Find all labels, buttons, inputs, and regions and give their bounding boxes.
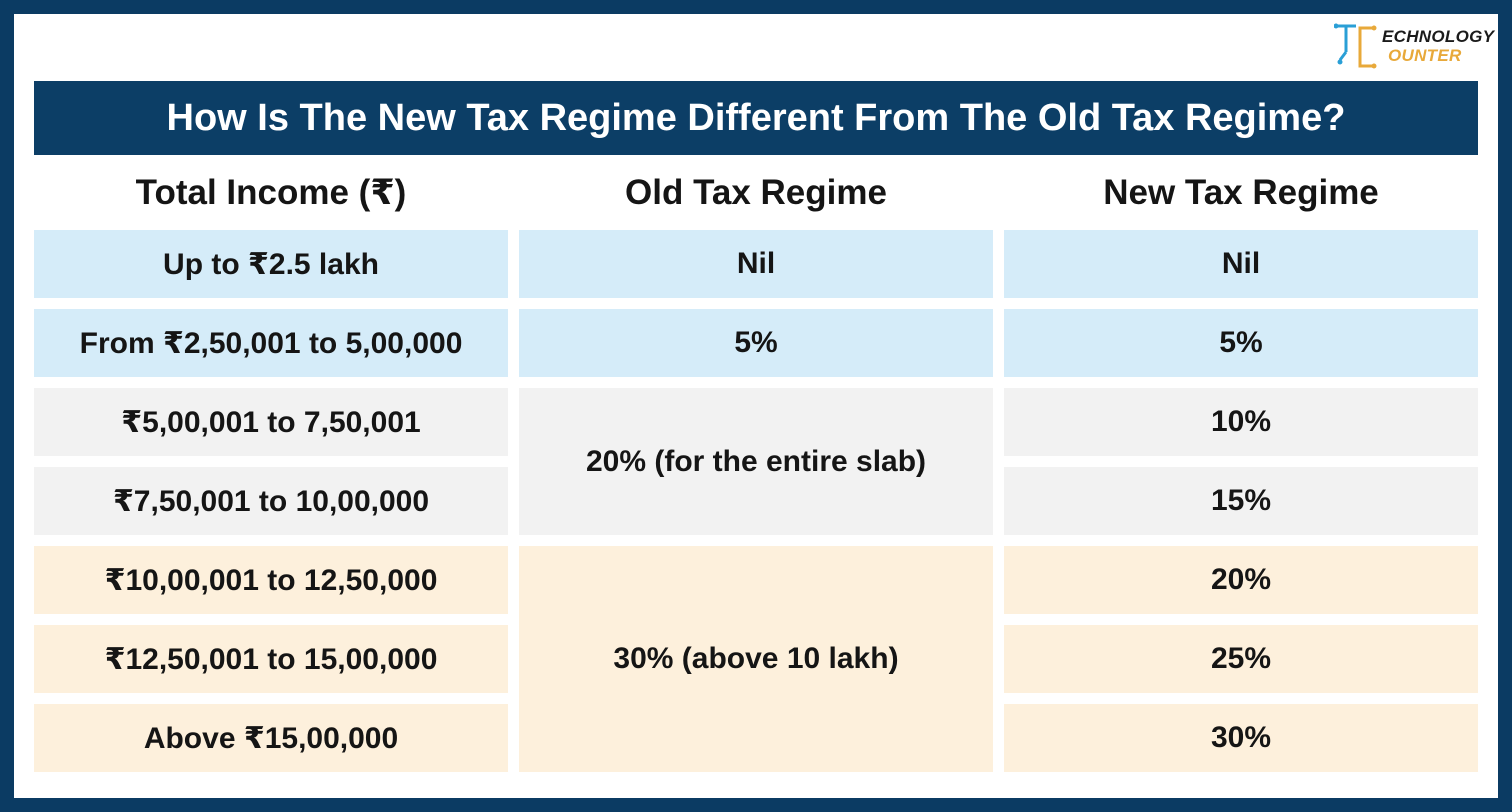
logo-text-line-2: OUNTER xyxy=(1388,46,1462,65)
header-new-tax-regime: New Tax Regime xyxy=(1103,173,1379,212)
income-cell: ₹7,50,001 to 10,00,000 xyxy=(34,467,508,535)
income-cell: Above ₹15,00,000 xyxy=(34,704,508,772)
page-title: How Is The New Tax Regime Different From… xyxy=(34,81,1478,155)
income-cell: Up to ₹2.5 lakh xyxy=(34,230,508,298)
header-total-income: Total Income (₹) xyxy=(135,173,407,212)
income-cell: From ₹2,50,001 to 5,00,000 xyxy=(34,309,508,377)
new-regime-cell: 25% xyxy=(1004,625,1478,693)
old-regime-cell: 5% xyxy=(519,309,993,377)
new-regime-cell: 15% xyxy=(1004,467,1478,535)
income-cell: ₹5,00,001 to 7,50,001 xyxy=(34,388,508,456)
new-regime-cell: 10% xyxy=(1004,388,1478,456)
brand-logo: ECHNOLOGY OUNTER xyxy=(1334,22,1494,72)
old-regime-cell: 20% (for the entire slab) xyxy=(519,388,993,535)
new-regime-cell: 5% xyxy=(1004,309,1478,377)
old-regime-cell: Nil xyxy=(519,230,993,298)
logo-text-line-1: ECHNOLOGY xyxy=(1382,27,1495,46)
new-regime-cell: Nil xyxy=(1004,230,1478,298)
income-cell: ₹12,50,001 to 15,00,000 xyxy=(34,625,508,693)
income-cell: ₹10,00,001 to 12,50,000 xyxy=(34,546,508,614)
new-regime-cell: 30% xyxy=(1004,704,1478,772)
old-regime-cell: 30% (above 10 lakh) xyxy=(519,546,993,772)
technology-counter-logo-icon xyxy=(1334,23,1377,69)
header-old-tax-regime: Old Tax Regime xyxy=(625,173,887,212)
new-regime-cell: 20% xyxy=(1004,546,1478,614)
